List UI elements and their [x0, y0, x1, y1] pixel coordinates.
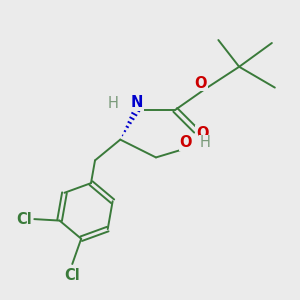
- Text: Cl: Cl: [64, 268, 80, 283]
- Text: Cl: Cl: [16, 212, 32, 226]
- Text: N: N: [130, 95, 143, 110]
- Text: O: O: [179, 135, 192, 150]
- Text: H: H: [107, 96, 118, 111]
- Text: H: H: [200, 135, 210, 150]
- Text: O: O: [196, 126, 208, 141]
- Text: O: O: [194, 76, 207, 91]
